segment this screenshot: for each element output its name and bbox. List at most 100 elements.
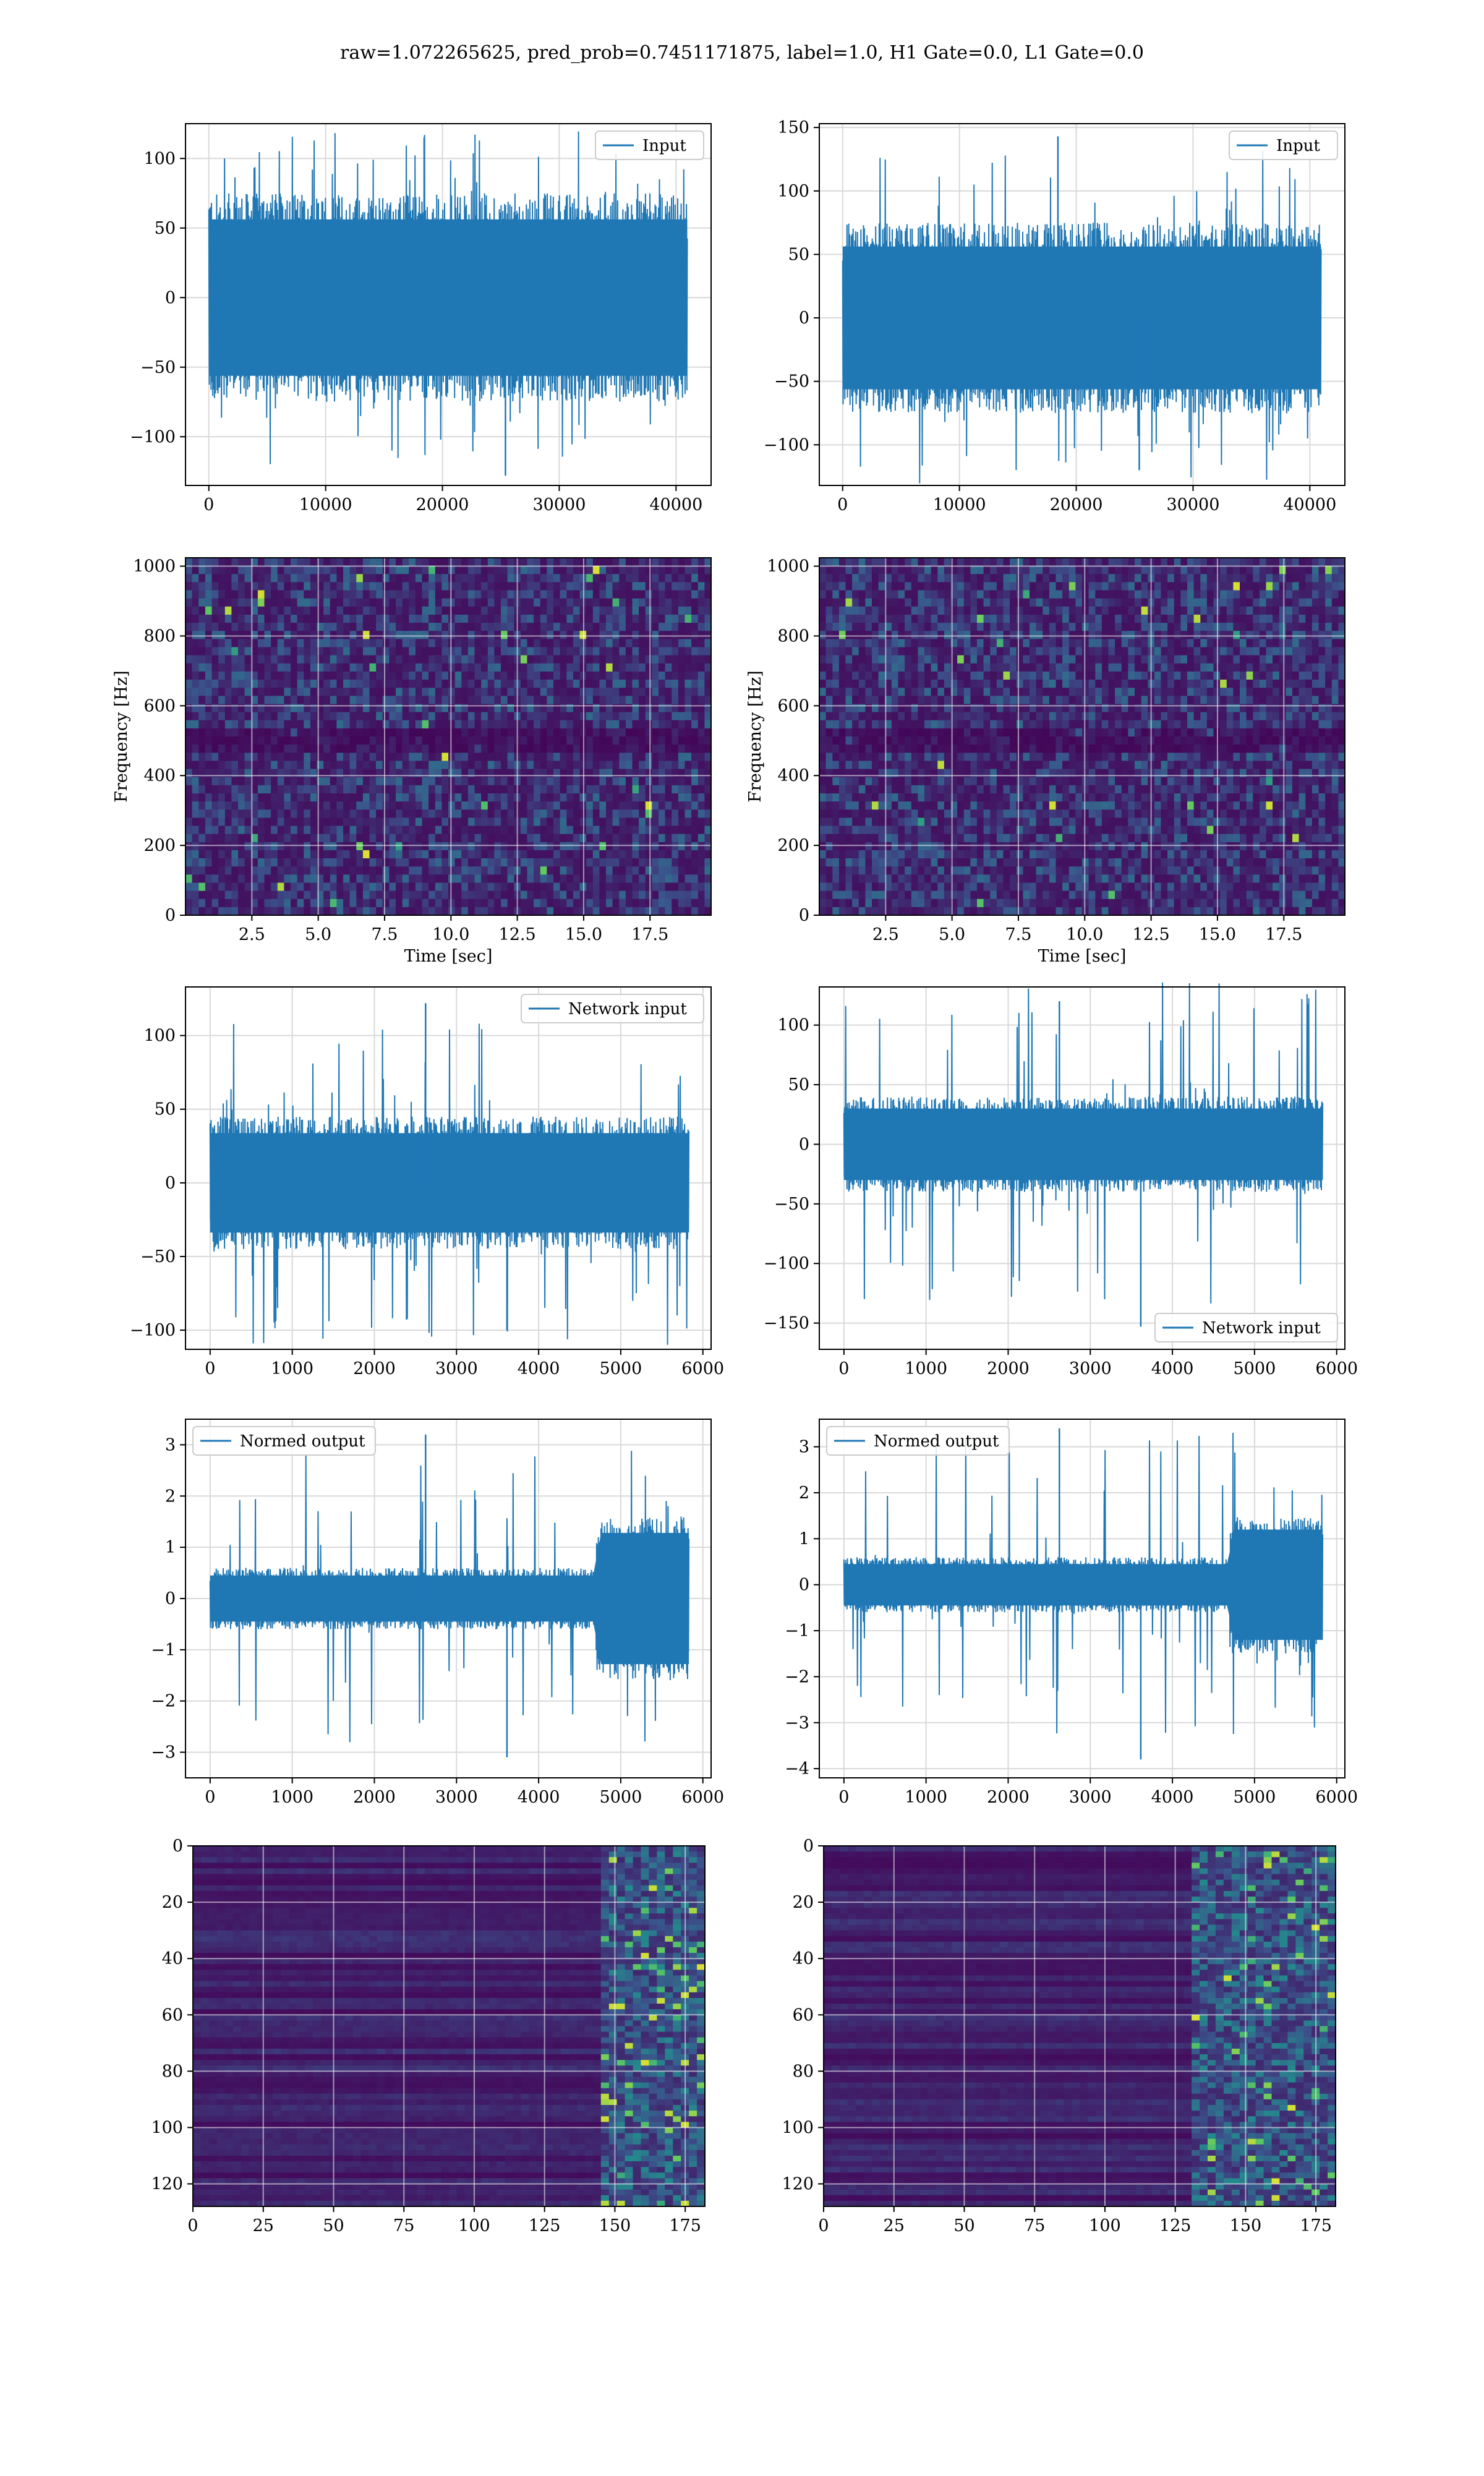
heatmap-cell — [997, 566, 1004, 574]
heatmap-cell — [698, 582, 705, 591]
heatmap-cell — [691, 647, 698, 656]
heatmap-cell — [872, 582, 879, 591]
heatmap-cell — [846, 566, 853, 574]
heatmap-cell — [383, 623, 390, 631]
heatmap-cell — [409, 712, 416, 721]
heatmap-cell — [1338, 647, 1345, 656]
heatmap-cell — [826, 558, 833, 566]
heatmap-cell — [198, 664, 205, 672]
heatmap-cell — [573, 672, 580, 680]
heatmap-cell — [435, 688, 442, 696]
heatmap-cell — [258, 761, 265, 769]
heatmap-cell — [429, 761, 435, 769]
heatmap-cell — [665, 558, 672, 566]
heatmap-cell — [389, 639, 396, 647]
heatmap-cell — [1279, 615, 1286, 623]
heatmap-cell — [245, 753, 252, 761]
heatmap-cell — [527, 809, 534, 818]
heatmap-cell — [586, 680, 593, 688]
heatmap-cell — [422, 712, 429, 721]
heatmap-cell — [652, 891, 659, 900]
heatmap-cell — [468, 818, 475, 826]
heatmap-cell — [599, 899, 606, 908]
heatmap-cell — [218, 623, 225, 631]
heatmap-cell — [566, 582, 573, 591]
heatmap-cell — [238, 891, 245, 900]
heatmap-cell — [475, 591, 482, 599]
x-tick-label: 30000 — [532, 495, 586, 514]
heatmap-cell — [396, 793, 403, 802]
heatmap-cell — [245, 777, 252, 786]
heatmap-cell — [304, 664, 310, 672]
heatmap-cell — [278, 899, 284, 908]
heatmap-cell — [1332, 655, 1339, 664]
heatmap-cell — [704, 785, 711, 794]
heatmap-cell — [691, 680, 698, 688]
heatmap-cell — [639, 688, 646, 696]
heatmap-cell — [475, 599, 482, 607]
heatmap-cell — [586, 599, 593, 607]
heatmap-cell — [911, 574, 918, 583]
heatmap-cell — [685, 566, 692, 574]
heatmap-cell — [1299, 558, 1306, 566]
heatmap-cell — [566, 809, 573, 818]
heatmap-cell — [1260, 664, 1266, 672]
heatmap-cell — [685, 785, 692, 794]
heatmap-cell — [494, 793, 501, 802]
heatmap-cell — [1141, 655, 1148, 664]
heatmap-cell — [475, 631, 482, 639]
heatmap-cell — [186, 826, 192, 835]
heatmap-cell — [1299, 655, 1306, 664]
heatmap-cell — [593, 850, 600, 859]
heatmap-cell — [1122, 639, 1128, 647]
heatmap-cell — [527, 801, 534, 810]
heatmap-cell — [1062, 574, 1069, 583]
heatmap-cell — [892, 664, 898, 672]
heatmap-cell — [297, 745, 304, 753]
heatmap-cell — [540, 591, 547, 599]
heatmap-cell — [186, 591, 192, 599]
heatmap-cell — [330, 720, 337, 729]
heatmap-cell — [685, 777, 692, 786]
heatmap-cell — [416, 591, 422, 599]
heatmap-cell — [416, 623, 422, 631]
heatmap-cell — [205, 850, 212, 859]
heatmap-cell — [599, 647, 606, 656]
heatmap-cell — [566, 753, 573, 761]
heatmap-cell — [547, 647, 553, 656]
heatmap-cell — [323, 866, 330, 875]
heatmap-cell — [553, 745, 560, 753]
heatmap-cell — [494, 688, 501, 696]
heatmap-cell — [475, 639, 482, 647]
heatmap-cell — [403, 883, 409, 892]
heatmap-cell — [429, 777, 435, 786]
heatmap-cell — [964, 647, 971, 656]
heatmap-cell — [892, 655, 898, 664]
heatmap-cell — [481, 858, 488, 867]
heatmap-cell — [527, 615, 534, 623]
heatmap-cell — [396, 899, 403, 908]
heatmap-cell — [297, 842, 304, 851]
heatmap-cell — [198, 558, 205, 566]
heatmap-cell — [1023, 566, 1030, 574]
x-tick-label: 0 — [837, 495, 848, 514]
heatmap-cell — [370, 826, 377, 835]
heatmap-cell — [376, 809, 383, 818]
heatmap-cell — [441, 858, 448, 867]
heatmap-cell — [639, 809, 646, 818]
heatmap-cell — [343, 712, 350, 721]
heatmap-cell — [1075, 591, 1082, 599]
heatmap-cell — [1227, 672, 1234, 680]
heatmap-cell — [1036, 558, 1043, 566]
heatmap-cell — [1292, 631, 1299, 639]
heatmap-cell — [429, 899, 435, 908]
heatmap-cell — [186, 639, 192, 647]
heatmap-cell — [1187, 688, 1194, 696]
heatmap-cell — [245, 582, 252, 591]
heatmap-cell — [1319, 639, 1326, 647]
heatmap-cell — [1069, 639, 1076, 647]
heatmap-cell — [586, 753, 593, 761]
heatmap-cell — [560, 785, 567, 794]
heatmap-cell — [389, 566, 396, 574]
heatmap-cell — [488, 899, 495, 908]
